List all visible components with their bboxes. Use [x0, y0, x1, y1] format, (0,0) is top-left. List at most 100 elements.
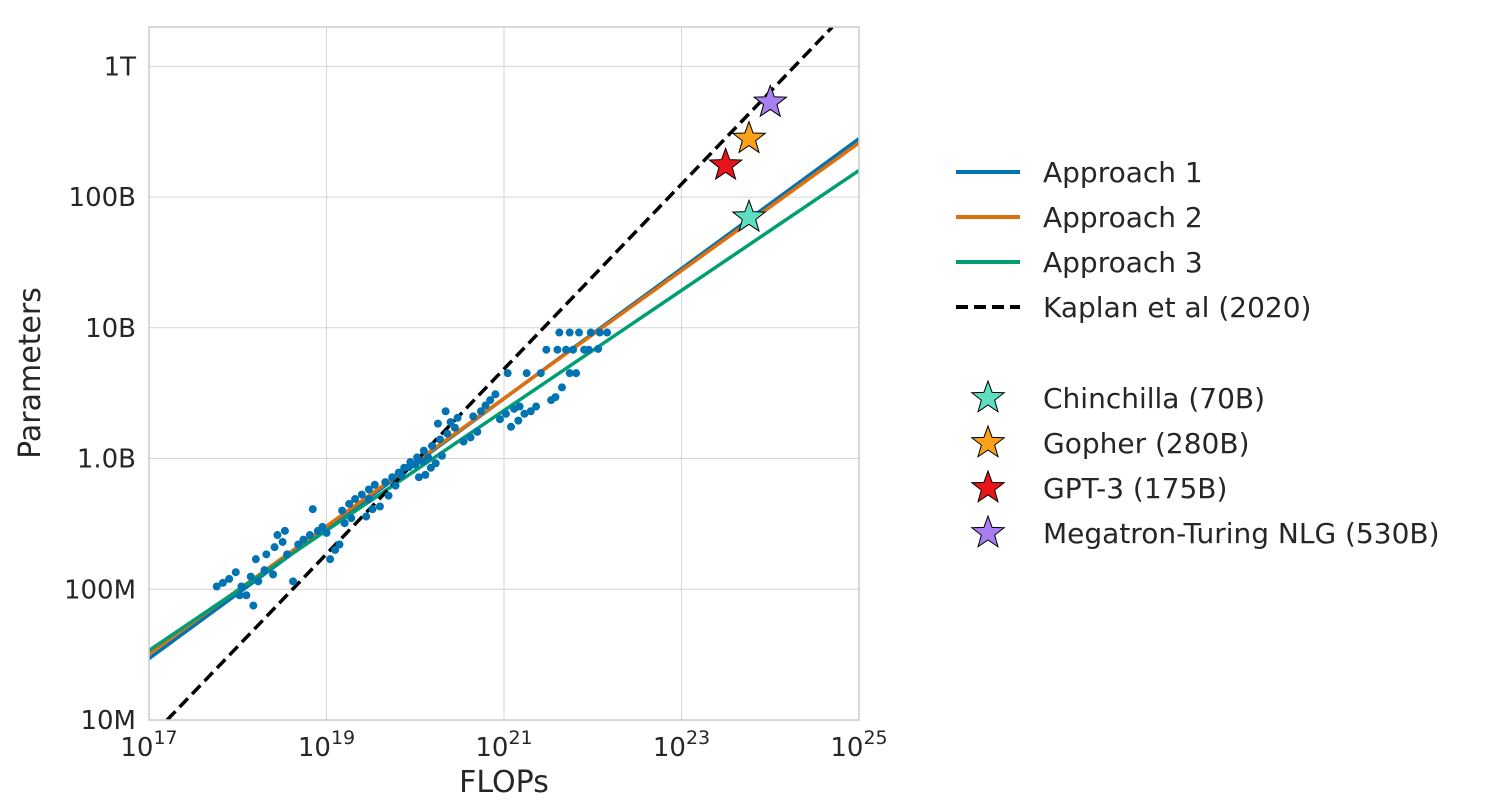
- scatter-point: [414, 473, 423, 482]
- scatter-point: [584, 345, 593, 354]
- scatter-point: [522, 369, 531, 378]
- x-tick-label: 1019: [298, 727, 355, 763]
- scatter-point: [397, 471, 406, 480]
- legend-label: Chinchilla (70B): [1043, 382, 1265, 415]
- scatter-point: [351, 495, 360, 504]
- scatter-point: [418, 457, 427, 466]
- scatter-point: [526, 407, 535, 416]
- scatter-point: [404, 463, 413, 472]
- scatter-point: [388, 473, 397, 482]
- scatter-point: [218, 578, 227, 587]
- scatter-point: [551, 393, 560, 402]
- scatter-point: [212, 582, 221, 591]
- scatter-point: [586, 328, 595, 337]
- scatter-point: [357, 490, 366, 499]
- scatter-point: [491, 390, 500, 399]
- scatter-point: [362, 512, 371, 521]
- scatter-point: [473, 427, 482, 436]
- scatter-point: [466, 433, 475, 442]
- scatter-point: [251, 555, 260, 564]
- scatter-point: [536, 369, 545, 378]
- y-tick-labels: 10M 100M 1.0B 10B 100B 1T: [64, 52, 136, 736]
- scatter-point: [503, 369, 512, 378]
- scatter-point: [246, 572, 255, 581]
- scatter-point: [338, 506, 347, 515]
- scatter-point: [594, 344, 603, 353]
- legend-label: Approach 2: [1043, 201, 1203, 234]
- scatter-point: [308, 505, 317, 514]
- scatter-point: [459, 437, 468, 446]
- scatter-point: [555, 328, 564, 337]
- model-stars: [708, 83, 788, 233]
- scatter-point: [364, 495, 373, 504]
- scatter-point: [421, 470, 430, 479]
- scatter-point: [318, 522, 327, 531]
- scatter-point: [553, 345, 562, 354]
- scatter-point: [569, 345, 578, 354]
- scatter-point: [446, 418, 455, 427]
- scatter-point: [347, 514, 356, 523]
- scatter-point: [520, 409, 529, 418]
- scatter-point: [411, 460, 420, 469]
- scatter-point: [435, 435, 444, 444]
- y-axis-label: Parameters: [13, 287, 48, 459]
- scatter-point: [428, 441, 437, 450]
- scatter-point: [364, 485, 373, 494]
- scatter-point: [289, 577, 298, 586]
- scatter-point: [269, 570, 278, 579]
- scatter-point: [565, 369, 574, 378]
- star-megatron-turing-nlg-530b: [752, 83, 788, 118]
- scatter-point: [572, 369, 581, 378]
- scatter-point: [231, 568, 240, 577]
- legend-label: Approach 1: [1043, 156, 1203, 189]
- scatter-point: [565, 328, 574, 337]
- x-tick-label: 1025: [830, 727, 887, 763]
- scatter-point: [294, 540, 303, 549]
- legend-label: Gopher (280B): [1043, 427, 1250, 460]
- scatter-point: [249, 601, 258, 610]
- scatter-point: [562, 345, 571, 354]
- scatter-point: [424, 453, 433, 462]
- legend-label: Kaplan et al (2020): [1043, 291, 1311, 324]
- scatter-point: [501, 409, 510, 418]
- scatter-point: [603, 328, 612, 337]
- scatter-point: [443, 429, 452, 438]
- legend-star-gopher-280b: [970, 424, 1006, 458]
- scatter-point: [237, 582, 246, 591]
- y-tick-label: 100B: [69, 183, 136, 213]
- legend-label: Approach 3: [1043, 246, 1203, 279]
- scatter-point: [262, 550, 271, 559]
- scatter-point: [375, 502, 384, 511]
- y-tick-label: 10B: [85, 314, 136, 344]
- scatter-point: [299, 535, 308, 544]
- scatter-point: [370, 480, 379, 489]
- scatter-point: [331, 545, 340, 554]
- scatter-point: [340, 519, 349, 528]
- scatter-point: [437, 451, 446, 460]
- scatter-point: [453, 413, 462, 422]
- scatter-point: [542, 345, 551, 354]
- x-axis-label: FLOPs: [459, 765, 549, 800]
- scatter-point: [345, 499, 354, 508]
- legend-star-megatron-turing-nlg-530b: [970, 514, 1006, 548]
- scatter-point: [431, 459, 440, 468]
- scatter-point: [481, 401, 490, 410]
- scatter-point: [283, 550, 292, 559]
- scatter-point: [235, 591, 244, 600]
- plot-frame: [148, 26, 860, 721]
- scatter-point: [326, 555, 335, 564]
- star-chinchilla-70b: [731, 198, 767, 233]
- y-tick-label: 10M: [80, 706, 136, 736]
- scatter-point: [441, 407, 450, 416]
- scatter-point: [384, 491, 393, 500]
- scatter-point: [514, 416, 523, 425]
- scatter-point: [557, 383, 566, 392]
- scatter-point: [368, 505, 377, 514]
- y-tick-label: 1.0B: [77, 445, 136, 475]
- scatter-point: [515, 402, 524, 411]
- scatter-point: [305, 531, 314, 540]
- scatter-point: [433, 419, 442, 428]
- legend: Approach 1 Approach 2 Approach 3 Kaplan et …: [956, 156, 1440, 550]
- scatter-point: [242, 591, 251, 600]
- scatter-point: [595, 328, 604, 337]
